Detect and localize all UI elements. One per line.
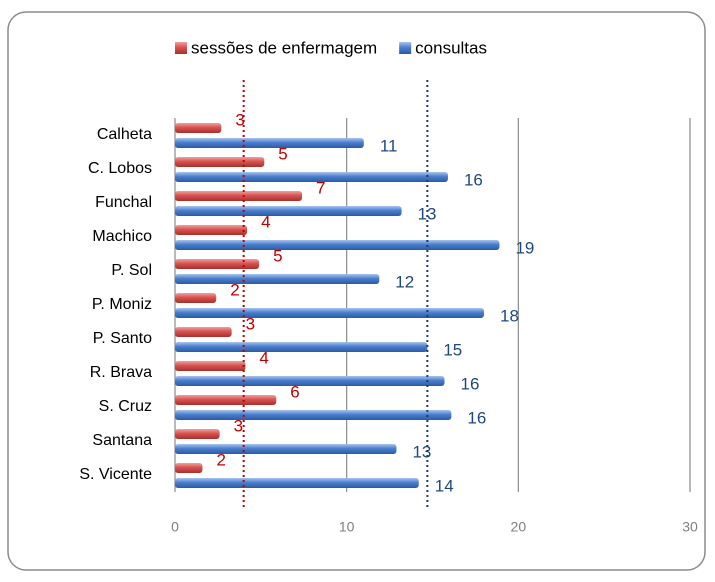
value-label: 3 (246, 314, 255, 333)
y-tick-label: P. Moniz (92, 296, 152, 313)
value-label: 16 (461, 374, 480, 393)
value-label: 13 (412, 442, 431, 461)
bar (175, 274, 380, 284)
legend-swatch (399, 42, 412, 54)
y-tick-label: P. Santo (93, 330, 152, 347)
bar (175, 376, 445, 386)
value-label: 19 (515, 238, 534, 257)
bar (175, 361, 246, 371)
bar (175, 429, 220, 439)
bar (175, 172, 448, 182)
value-label: 2 (230, 280, 239, 299)
bar (175, 191, 303, 201)
value-label: 3 (235, 110, 244, 129)
value-label: 16 (467, 408, 486, 427)
value-label: 18 (500, 306, 519, 325)
value-label: 4 (259, 348, 268, 367)
y-tick-label: Santana (92, 432, 152, 449)
value-label: 14 (435, 476, 454, 495)
bar (175, 293, 217, 303)
value-label: 16 (464, 170, 483, 189)
bar (175, 123, 222, 133)
x-tick-label: 20 (511, 519, 527, 535)
x-tick-label: 10 (339, 519, 355, 535)
value-label: 3 (234, 416, 243, 435)
bar (175, 478, 419, 488)
value-label: 15 (443, 340, 462, 359)
value-label: 5 (273, 246, 282, 265)
bar (175, 463, 203, 473)
value-label: 5 (278, 144, 287, 163)
value-label: 12 (395, 272, 414, 291)
value-label: 2 (216, 450, 225, 469)
bar (175, 308, 484, 318)
bar (175, 444, 397, 454)
bar (175, 240, 500, 250)
y-tick-label: C. Lobos (88, 160, 152, 177)
legend-label: sessões de enfermagem (191, 38, 377, 57)
y-tick-label: Funchal (95, 194, 152, 211)
bar (175, 225, 248, 235)
value-label: 7 (316, 178, 325, 197)
bar (175, 157, 265, 167)
y-tick-label: S. Cruz (99, 398, 152, 415)
value-label: 4 (261, 212, 270, 231)
bar (175, 138, 364, 148)
legend-label: consultas (415, 38, 487, 57)
y-tick-label: R. Brava (90, 364, 152, 381)
x-tick-label: 0 (171, 519, 179, 535)
bar (175, 342, 428, 352)
y-tick-label: P. Sol (111, 262, 152, 279)
bar (175, 259, 260, 269)
bar (175, 206, 402, 216)
bar (175, 327, 232, 337)
value-label: 11 (380, 136, 398, 155)
y-tick-label: S. Vicente (79, 466, 152, 483)
y-tick-label: Machico (92, 228, 152, 245)
y-tick-label: Calheta (97, 126, 152, 143)
value-label: 13 (418, 204, 437, 223)
value-label: 6 (290, 382, 299, 401)
x-tick-label: 30 (682, 519, 698, 535)
bar (175, 410, 452, 420)
bar (175, 395, 277, 405)
legend-swatch (175, 42, 187, 54)
